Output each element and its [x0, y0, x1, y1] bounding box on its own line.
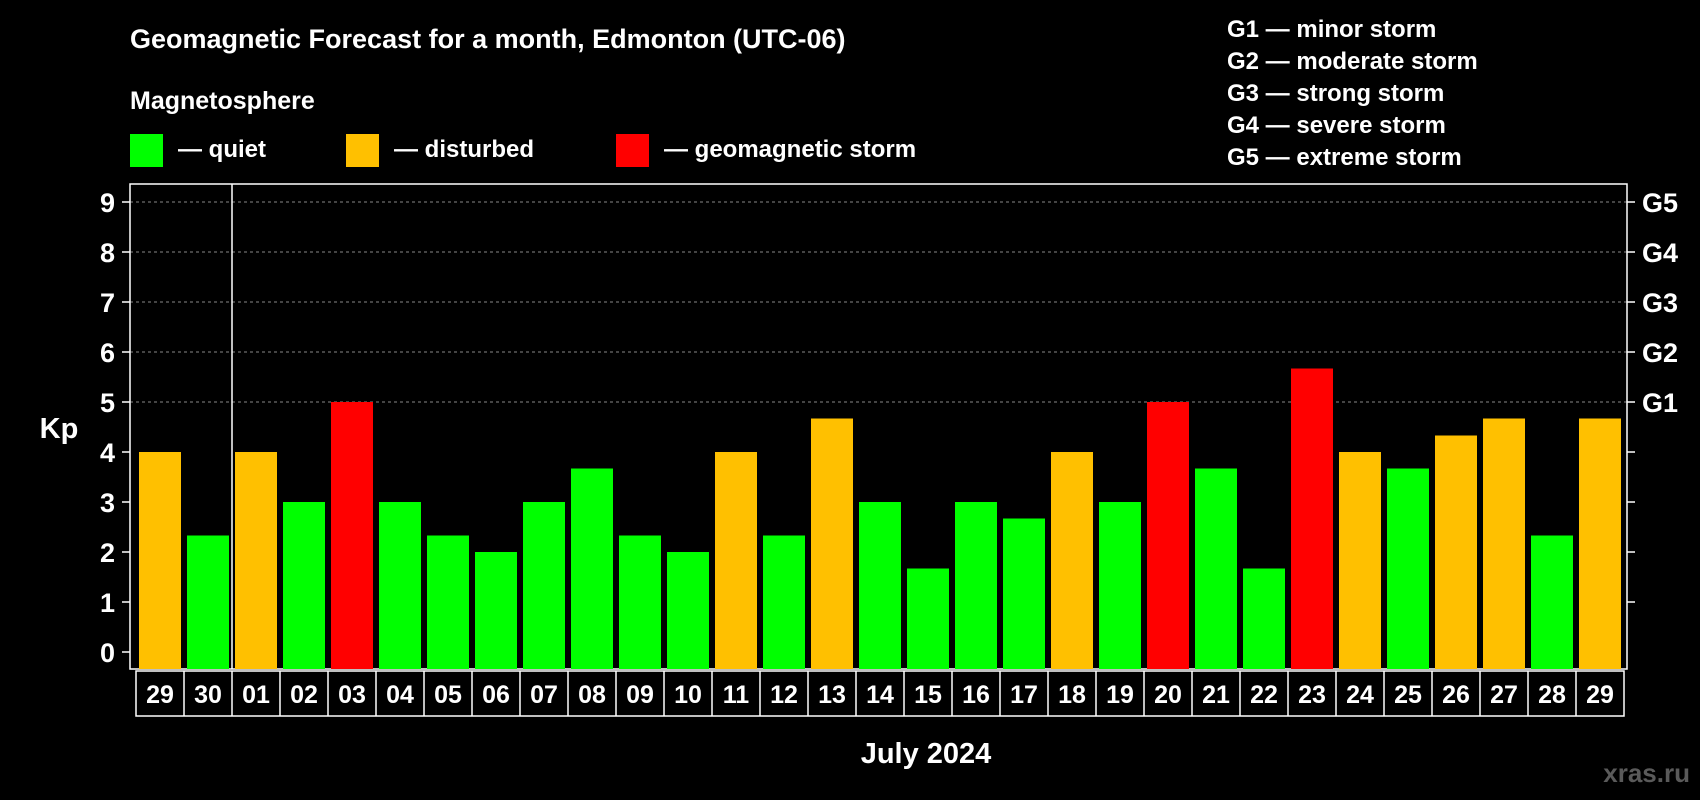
bar-disturbed: [1435, 435, 1477, 669]
x-tick-label: 15: [914, 681, 942, 709]
legend-heading: Magnetosphere: [130, 87, 315, 115]
legend-label-disturbed: — disturbed: [394, 136, 534, 163]
bar-quiet: [379, 502, 421, 669]
bar-quiet: [619, 535, 661, 669]
bar-storm: [331, 402, 373, 669]
x-tick-label: 22: [1250, 681, 1278, 709]
storm-level-label-g3: G3: [1642, 288, 1678, 318]
storm-scale-g2: G2 — moderate storm: [1227, 48, 1478, 75]
bar-quiet: [475, 552, 517, 669]
bar-quiet: [1195, 468, 1237, 669]
bar-disturbed: [235, 452, 277, 669]
legend: — quiet — disturbed — geomagnetic storm: [130, 134, 916, 167]
y-tick-label-2: 2: [100, 538, 115, 568]
x-axis-label: July 2024: [861, 738, 992, 770]
legend-label-quiet: — quiet: [178, 136, 266, 163]
bar-quiet: [1531, 535, 1573, 669]
storm-scale-g3: G3 — strong storm: [1227, 80, 1444, 107]
x-tick-label: 18: [1058, 681, 1086, 709]
y-tick-label-9: 9: [100, 188, 115, 218]
y-tick-label-4: 4: [100, 438, 115, 468]
x-tick-label: 29: [146, 681, 174, 709]
storm-scale-g5: G5 — extreme storm: [1227, 144, 1462, 171]
bar-quiet: [667, 552, 709, 669]
bar-quiet: [427, 535, 469, 669]
x-tick-label: 24: [1346, 681, 1374, 709]
x-tick-label: 08: [578, 681, 606, 709]
legend-swatch-quiet: [130, 134, 163, 167]
bar-storm: [1147, 402, 1189, 669]
storm-scale-g1: G1 — minor storm: [1227, 16, 1436, 43]
x-tick-label: 26: [1442, 681, 1470, 709]
bar-disturbed: [715, 452, 757, 669]
y-tick-label-6: 6: [100, 338, 115, 368]
bar-disturbed: [811, 418, 853, 669]
y-axis-label: Kp: [40, 413, 79, 445]
x-tick-label: 23: [1298, 681, 1326, 709]
bar-disturbed: [139, 452, 181, 669]
x-tick-label: 13: [818, 681, 846, 709]
x-tick-label: 12: [770, 681, 798, 709]
bar-quiet: [283, 502, 325, 669]
x-tick-label: 25: [1394, 681, 1422, 709]
y-tick-label-3: 3: [100, 488, 115, 518]
x-tick-label: 19: [1106, 681, 1134, 709]
bar-disturbed: [1579, 418, 1621, 669]
bar-quiet: [859, 502, 901, 669]
y-tick-label-8: 8: [100, 238, 115, 268]
x-tick-label: 14: [866, 681, 894, 709]
bar-quiet: [1099, 502, 1141, 669]
x-tick-label: 06: [482, 681, 510, 709]
bar-disturbed: [1483, 418, 1525, 669]
bar-quiet: [907, 568, 949, 669]
storm-level-label-g1: G1: [1642, 388, 1678, 418]
x-tick-label: 16: [962, 681, 990, 709]
x-tick-label: 02: [290, 681, 318, 709]
storm-scale-g4: G4 — severe storm: [1227, 112, 1446, 139]
x-tick-label: 21: [1202, 681, 1230, 709]
bar-storm: [1291, 368, 1333, 669]
y-tick-label-1: 1: [100, 588, 115, 618]
storm-level-label-g5: G5: [1642, 188, 1678, 218]
legend-swatch-disturbed: [346, 134, 379, 167]
x-tick-label: 20: [1154, 681, 1182, 709]
bar-quiet: [763, 535, 805, 669]
date-axis-box: [135, 670, 1625, 717]
bar-quiet: [955, 502, 997, 669]
storm-scale-legend: G1 — minor storm G2 — moderate storm G3 …: [1227, 16, 1478, 171]
bar-disturbed: [1051, 452, 1093, 669]
y-tick-label-0: 0: [100, 638, 115, 668]
bar-disturbed: [1339, 452, 1381, 669]
x-tick-label: 09: [626, 681, 654, 709]
x-tick-label: 03: [338, 681, 366, 709]
bar-quiet: [1387, 468, 1429, 669]
x-tick-label: 30: [194, 681, 222, 709]
bar-quiet: [1003, 518, 1045, 669]
bar-quiet: [187, 535, 229, 669]
x-tick-label: 28: [1538, 681, 1566, 709]
bar-quiet: [523, 502, 565, 669]
x-tick-label: 27: [1490, 681, 1518, 709]
x-tick-label: 29: [1586, 681, 1614, 709]
x-tick-label: 05: [434, 681, 462, 709]
storm-level-label-g2: G2: [1642, 338, 1678, 368]
x-tick-label: 11: [723, 681, 750, 709]
bar-quiet: [1243, 568, 1285, 669]
legend-swatch-storm: [616, 134, 649, 167]
x-tick-label: 07: [530, 681, 558, 709]
y-tick-label-5: 5: [100, 388, 115, 418]
x-tick-label: 04: [386, 681, 414, 709]
chart-title: Geomagnetic Forecast for a month, Edmont…: [130, 24, 846, 54]
x-tick-label: 10: [674, 681, 702, 709]
x-tick-label: 01: [242, 681, 270, 709]
storm-level-label-g4: G4: [1642, 238, 1678, 268]
legend-label-storm: — geomagnetic storm: [664, 136, 916, 163]
watermark: xras.ru: [1603, 758, 1690, 788]
y-tick-label-7: 7: [100, 288, 115, 318]
x-tick-label: 17: [1010, 681, 1038, 709]
bar-quiet: [571, 468, 613, 669]
